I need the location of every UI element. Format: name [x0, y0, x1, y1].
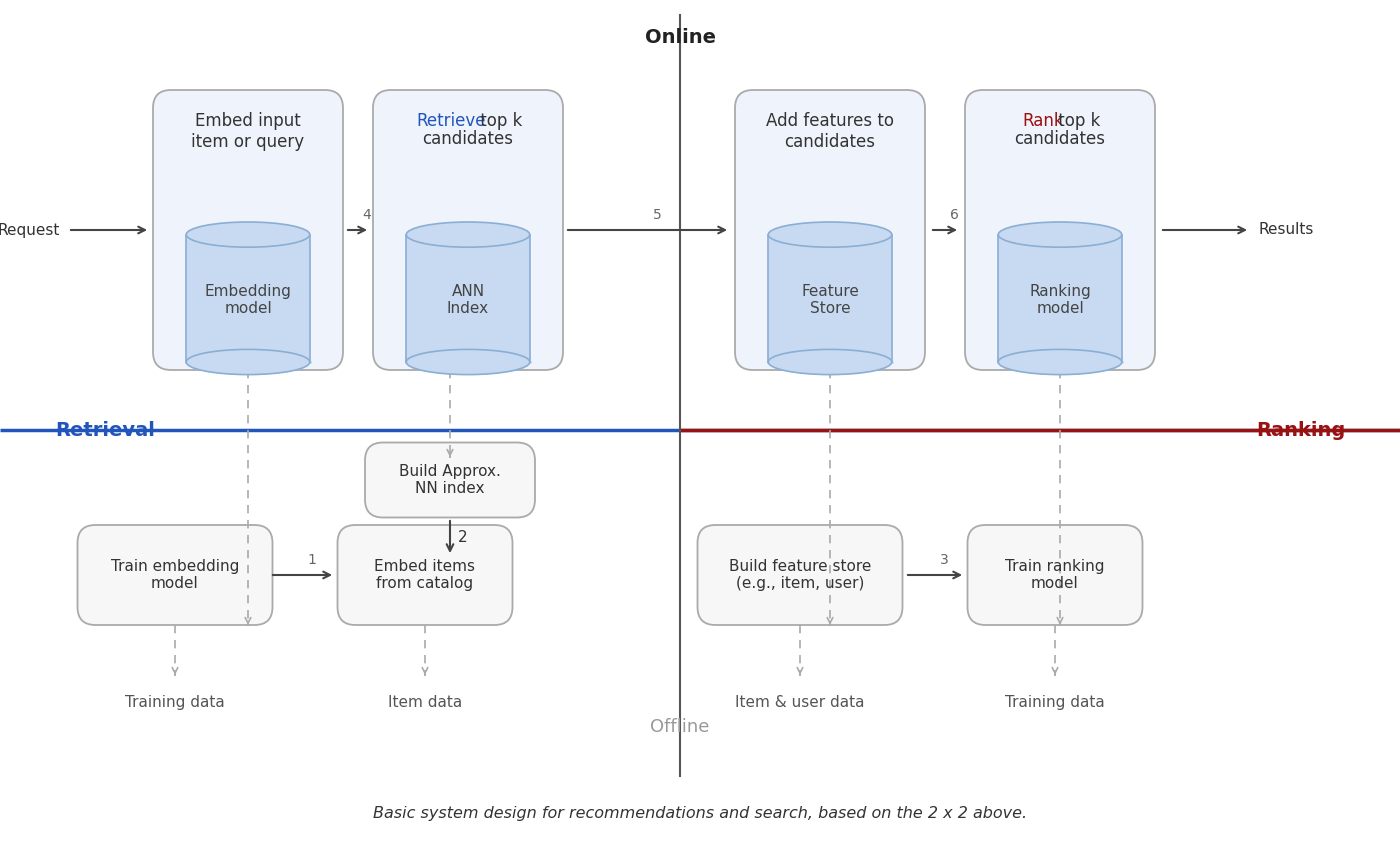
Text: 1: 1 [308, 553, 316, 567]
Text: Offline: Offline [651, 718, 710, 736]
Text: Embedding
model: Embedding model [204, 283, 291, 316]
Ellipse shape [186, 349, 309, 375]
Text: Training data: Training data [1005, 695, 1105, 710]
Text: Train embedding
model: Train embedding model [111, 559, 239, 591]
Text: Basic system design for recommendations and search, based on the 2 x 2 above.: Basic system design for recommendations … [372, 806, 1028, 821]
Text: Ranking
model: Ranking model [1029, 283, 1091, 316]
Text: candidates: candidates [1015, 130, 1106, 148]
Text: Online: Online [644, 28, 715, 47]
FancyBboxPatch shape [77, 525, 273, 625]
Text: top k: top k [476, 112, 522, 130]
Text: Request: Request [0, 222, 60, 238]
Text: Item & user data: Item & user data [735, 695, 865, 710]
Ellipse shape [998, 222, 1121, 247]
Text: 3: 3 [939, 553, 949, 567]
Text: Retrieve: Retrieve [416, 112, 486, 130]
Text: Build Approx.
NN index: Build Approx. NN index [399, 464, 501, 497]
Text: Embed items
from catalog: Embed items from catalog [375, 559, 476, 591]
Text: Training data: Training data [125, 695, 225, 710]
Text: 2: 2 [458, 530, 468, 545]
FancyBboxPatch shape [406, 234, 529, 362]
Text: Build feature store
(e.g., item, user): Build feature store (e.g., item, user) [729, 559, 871, 591]
Ellipse shape [769, 222, 892, 247]
Text: 5: 5 [652, 208, 661, 222]
Ellipse shape [998, 349, 1121, 375]
Ellipse shape [406, 349, 529, 375]
FancyBboxPatch shape [735, 90, 925, 370]
Ellipse shape [769, 349, 892, 375]
Text: Embed input
item or query: Embed input item or query [192, 112, 305, 151]
Ellipse shape [186, 222, 309, 247]
Text: Item data: Item data [388, 695, 462, 710]
FancyBboxPatch shape [337, 525, 512, 625]
FancyBboxPatch shape [967, 525, 1142, 625]
FancyBboxPatch shape [998, 234, 1121, 362]
FancyBboxPatch shape [365, 442, 535, 518]
Ellipse shape [406, 222, 529, 247]
Text: Train ranking
model: Train ranking model [1005, 559, 1105, 591]
FancyBboxPatch shape [153, 90, 343, 370]
Text: Results: Results [1259, 222, 1313, 238]
FancyBboxPatch shape [965, 90, 1155, 370]
Text: Ranking: Ranking [1256, 420, 1345, 440]
FancyBboxPatch shape [372, 90, 563, 370]
Text: Add features to
candidates: Add features to candidates [766, 112, 895, 151]
Text: 4: 4 [363, 208, 371, 222]
FancyBboxPatch shape [697, 525, 903, 625]
Text: Rank: Rank [1023, 112, 1064, 130]
FancyBboxPatch shape [186, 234, 309, 362]
FancyBboxPatch shape [769, 234, 892, 362]
Text: candidates: candidates [423, 130, 514, 148]
Text: Retrieval: Retrieval [55, 420, 155, 440]
Text: top k: top k [1053, 112, 1100, 130]
Text: ANN
Index: ANN Index [447, 283, 489, 316]
Text: Feature
Store: Feature Store [801, 283, 860, 316]
Text: 6: 6 [951, 208, 959, 222]
